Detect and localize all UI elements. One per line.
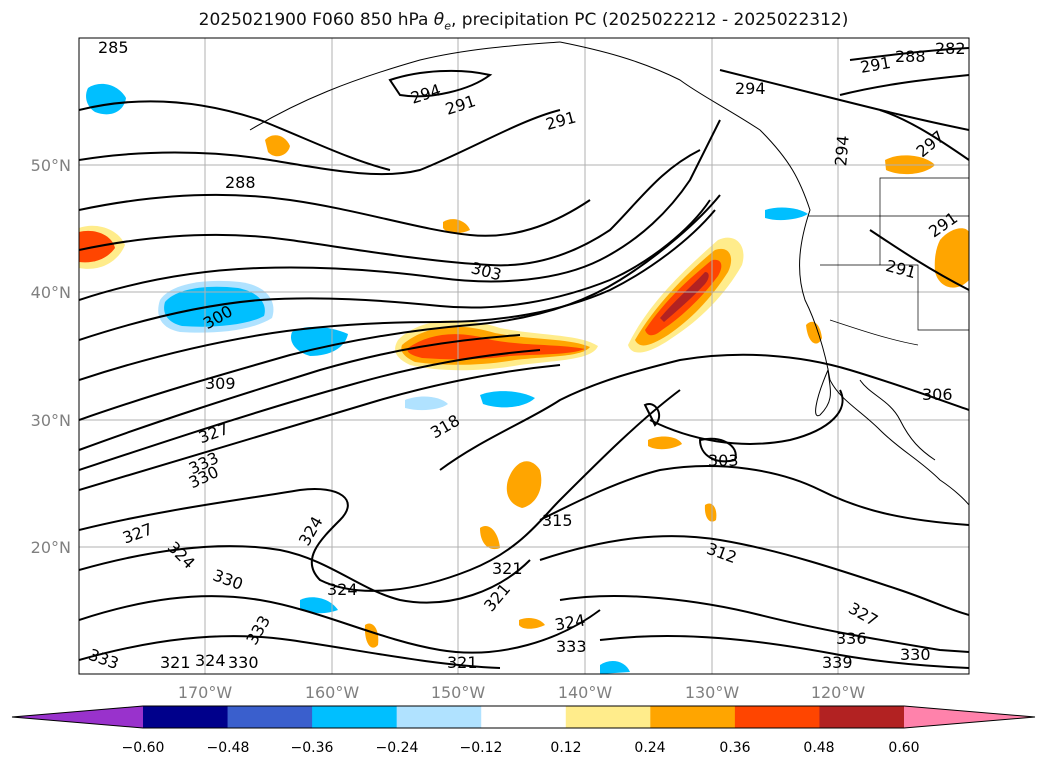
contour-label: 288: [895, 47, 926, 66]
contour-label: 330: [900, 645, 931, 664]
coastline: [249, 41, 969, 506]
lat-label: 40°N: [31, 283, 71, 302]
colorbar-tick: 0.48: [803, 740, 834, 756]
colorbar-tick: −0.12: [460, 740, 503, 756]
colorbar-segment: [396, 706, 482, 728]
colorbar-segment: [143, 706, 229, 728]
colorbar-tick: 0.36: [719, 740, 750, 756]
contour-label: 321: [492, 559, 523, 578]
contour-label: 339: [822, 653, 853, 672]
contour-label: 315: [542, 511, 573, 530]
contour-label: 324: [195, 651, 226, 670]
colorbar-tick: −0.60: [122, 740, 165, 756]
contour-label: 309: [205, 374, 236, 393]
colorbar-outline: [11, 705, 1036, 729]
colorbar: [11, 705, 1036, 729]
colorbar-segment: [481, 706, 567, 728]
lon-label: 120°W: [811, 683, 866, 702]
political-boundaries: [808, 177, 969, 346]
colorbar-extend-min: [12, 706, 143, 728]
contour-label: 294: [831, 135, 853, 167]
contour-label: 294: [735, 79, 766, 98]
colorbar-tick: 0.24: [634, 740, 665, 756]
contour-label: 321: [447, 653, 478, 672]
lat-label: 30°N: [31, 411, 71, 430]
lon-label: 140°W: [558, 683, 613, 702]
colorbar-ticks: −0.60 −0.48 −0.36 −0.24 −0.12 0.12 0.24 …: [122, 740, 920, 756]
contour-label: 285: [98, 38, 129, 57]
contour-label: 324: [327, 580, 358, 599]
lat-label: 50°N: [31, 156, 71, 175]
contour-label: 330: [228, 653, 259, 672]
lon-label: 160°W: [305, 683, 360, 702]
colorbar-extend-max: [904, 706, 1035, 728]
lat-label: 20°N: [31, 538, 71, 557]
colorbar-tick: 0.60: [888, 740, 919, 756]
colorbar-segment: [565, 706, 651, 728]
colorbar-segment: [227, 706, 313, 728]
colorbar-segment: [650, 706, 736, 728]
map-title: 2025021900 F060 850 hPa θe, precipitatio…: [198, 10, 849, 33]
contour-label: 306: [922, 385, 953, 404]
longitude-labels: 170°W 160°W 150°W 140°W 130°W 120°W: [178, 683, 866, 702]
lon-label: 170°W: [178, 683, 233, 702]
lon-label: 130°W: [685, 683, 740, 702]
colorbar-tick: 0.12: [550, 740, 581, 756]
colorbar-tick: −0.24: [376, 740, 419, 756]
colorbar-segment: [819, 706, 905, 728]
colorbar-tick: −0.48: [207, 740, 250, 756]
contour-label: 282: [935, 39, 966, 58]
latitude-labels: 50°N 40°N 30°N 20°N: [31, 156, 71, 557]
map-frame: [78, 37, 970, 675]
colorbar-segment: [734, 706, 820, 728]
contour-label: 288: [225, 173, 256, 192]
contour-label: 333: [556, 637, 587, 656]
theta-e-contours: [79, 47, 969, 669]
colorbar-segment: [312, 706, 398, 728]
contour-label: 336: [836, 629, 867, 648]
contour-label: 321: [160, 653, 191, 672]
contour-label: 303: [708, 451, 739, 470]
lon-label: 150°W: [431, 683, 486, 702]
colorbar-tick: −0.36: [291, 740, 334, 756]
